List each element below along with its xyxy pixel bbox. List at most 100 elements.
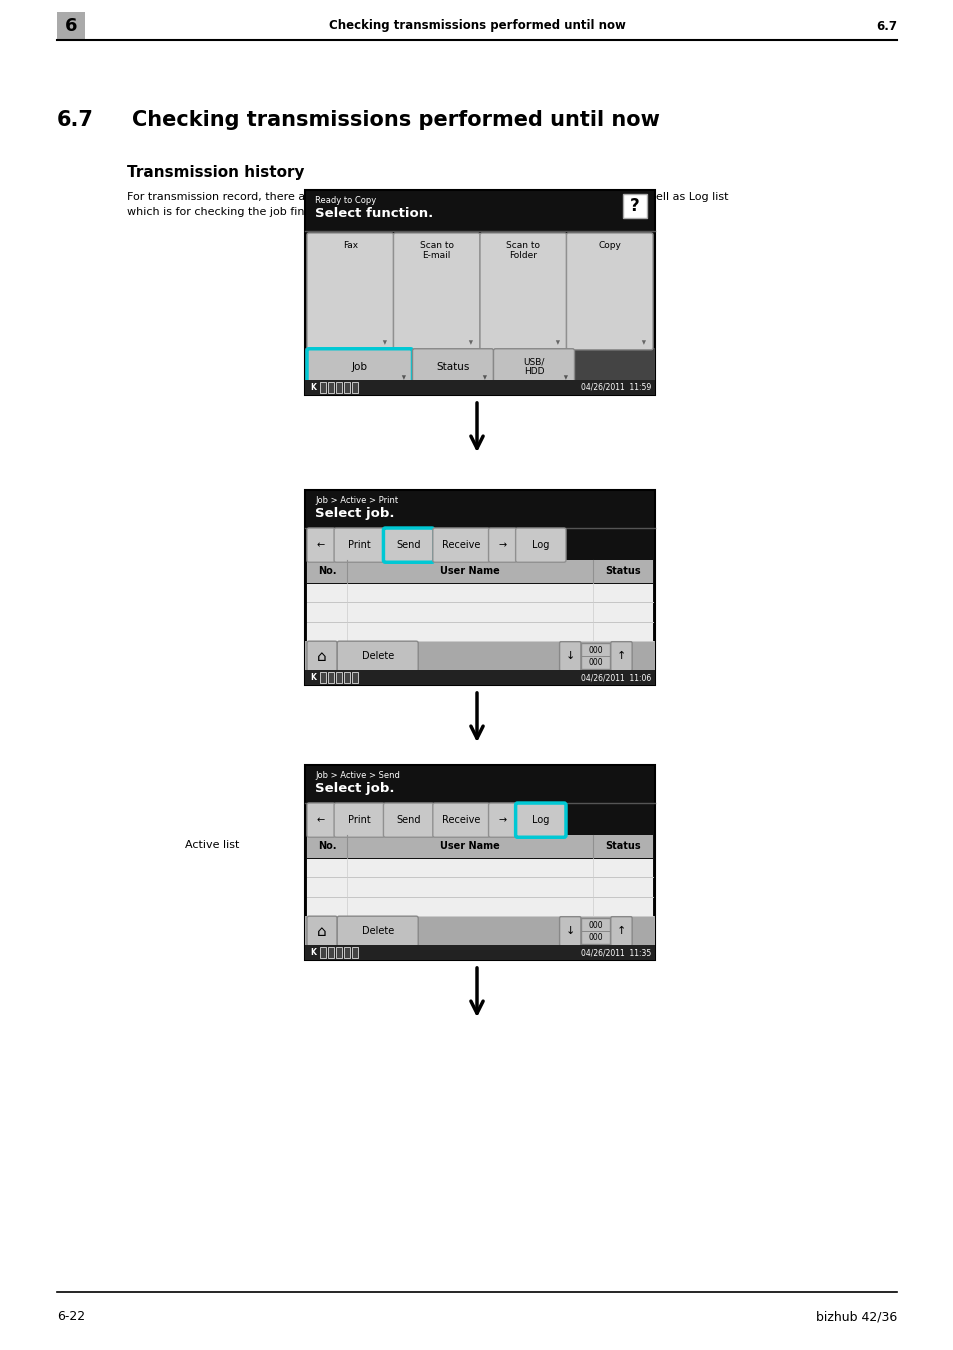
Text: For transmission record, there are Active list which is for checking the job bei: For transmission record, there are Activ…	[127, 192, 728, 202]
Bar	[580, 643, 610, 670]
Bar	[307, 622, 652, 641]
Bar	[307, 583, 652, 602]
Text: Log: Log	[532, 815, 549, 825]
FancyBboxPatch shape	[383, 528, 434, 562]
Text: Select job.: Select job.	[314, 508, 395, 520]
FancyBboxPatch shape	[307, 348, 412, 385]
Bar	[352, 382, 357, 393]
FancyBboxPatch shape	[307, 234, 393, 350]
Text: Active list: Active list	[185, 840, 239, 850]
Text: ▲: ▲	[555, 338, 558, 343]
Text: No.: No.	[317, 841, 336, 852]
Text: 6.7: 6.7	[875, 19, 896, 32]
Text: ▲: ▲	[401, 373, 405, 378]
Text: ↓: ↓	[565, 651, 575, 661]
Text: Select function.: Select function.	[314, 207, 433, 220]
Bar	[305, 765, 655, 960]
FancyBboxPatch shape	[383, 803, 434, 837]
FancyBboxPatch shape	[307, 641, 336, 671]
Text: ↓: ↓	[565, 926, 575, 937]
FancyBboxPatch shape	[334, 528, 384, 562]
Bar	[328, 948, 334, 958]
Text: Log: Log	[532, 540, 549, 551]
Text: 6.7: 6.7	[57, 109, 93, 130]
FancyBboxPatch shape	[307, 528, 335, 562]
Bar	[328, 382, 334, 393]
Text: Scan to
Folder: Scan to Folder	[506, 242, 539, 261]
Bar	[307, 879, 652, 896]
Text: Copy: Copy	[598, 242, 620, 250]
FancyBboxPatch shape	[559, 641, 580, 671]
Bar	[335, 382, 341, 393]
FancyBboxPatch shape	[336, 917, 417, 946]
Text: Print: Print	[348, 815, 371, 825]
Text: 04/26/2011  11:59: 04/26/2011 11:59	[580, 383, 650, 392]
Text: 04/26/2011  11:06: 04/26/2011 11:06	[580, 674, 650, 682]
FancyBboxPatch shape	[610, 917, 632, 946]
Bar	[319, 382, 326, 393]
FancyBboxPatch shape	[488, 528, 517, 562]
Text: ▲: ▲	[482, 373, 486, 378]
Text: Delete: Delete	[361, 651, 394, 661]
Bar	[305, 641, 655, 671]
Text: Job: Job	[352, 362, 367, 371]
Text: Ready to Copy: Ready to Copy	[314, 196, 375, 205]
Text: K: K	[310, 383, 315, 392]
Bar	[307, 560, 652, 583]
Bar	[319, 948, 326, 958]
Text: 000: 000	[588, 933, 602, 941]
Text: ⌂: ⌂	[317, 923, 327, 938]
Bar	[328, 672, 334, 683]
Bar	[352, 672, 357, 683]
FancyBboxPatch shape	[433, 528, 489, 562]
Text: ▲: ▲	[382, 338, 386, 343]
Bar	[335, 672, 341, 683]
Bar	[305, 917, 655, 946]
Text: 04/26/2011  11:35: 04/26/2011 11:35	[580, 948, 650, 957]
Text: Status: Status	[605, 567, 640, 576]
Text: Checking transmissions performed until now: Checking transmissions performed until n…	[132, 109, 659, 130]
Text: Delete: Delete	[361, 926, 394, 937]
Text: which is for checking the job finished transmitting.: which is for checking the job finished t…	[127, 207, 410, 217]
Bar	[352, 948, 357, 958]
Text: ←: ←	[316, 815, 325, 825]
FancyBboxPatch shape	[336, 641, 417, 671]
Bar	[305, 348, 655, 386]
FancyBboxPatch shape	[412, 348, 493, 385]
Text: Print: Print	[348, 540, 371, 551]
Bar	[580, 918, 610, 945]
FancyBboxPatch shape	[307, 803, 335, 837]
Bar	[344, 382, 350, 393]
Text: 6: 6	[65, 18, 77, 35]
Text: ▲: ▲	[562, 373, 567, 378]
Bar	[307, 898, 652, 917]
Text: Fax: Fax	[342, 242, 357, 250]
Bar	[305, 490, 655, 684]
Text: Send: Send	[395, 540, 420, 551]
FancyBboxPatch shape	[559, 917, 580, 946]
FancyBboxPatch shape	[515, 803, 565, 837]
Text: User Name: User Name	[440, 841, 499, 852]
Text: Status: Status	[436, 362, 469, 371]
FancyBboxPatch shape	[493, 348, 574, 385]
Text: Scan to
E-mail: Scan to E-mail	[419, 242, 454, 261]
FancyBboxPatch shape	[515, 528, 565, 562]
Bar	[305, 190, 655, 396]
FancyBboxPatch shape	[307, 917, 336, 946]
Bar	[319, 672, 326, 683]
Text: USB/
HDD: USB/ HDD	[523, 356, 544, 377]
Bar	[307, 836, 652, 857]
Text: ↑: ↑	[617, 926, 625, 937]
Text: Transmission history: Transmission history	[127, 165, 304, 180]
Text: →: →	[498, 815, 506, 825]
Text: Select job.: Select job.	[314, 782, 395, 795]
Text: Checking transmissions performed until now: Checking transmissions performed until n…	[328, 19, 625, 32]
Text: ←: ←	[316, 540, 325, 551]
Text: Send: Send	[395, 815, 420, 825]
FancyBboxPatch shape	[488, 803, 517, 837]
Text: ▲: ▲	[641, 338, 645, 343]
Text: Status: Status	[605, 841, 640, 852]
Text: ▲: ▲	[468, 338, 473, 343]
Text: ?: ?	[630, 197, 639, 215]
Text: No.: No.	[317, 567, 336, 576]
